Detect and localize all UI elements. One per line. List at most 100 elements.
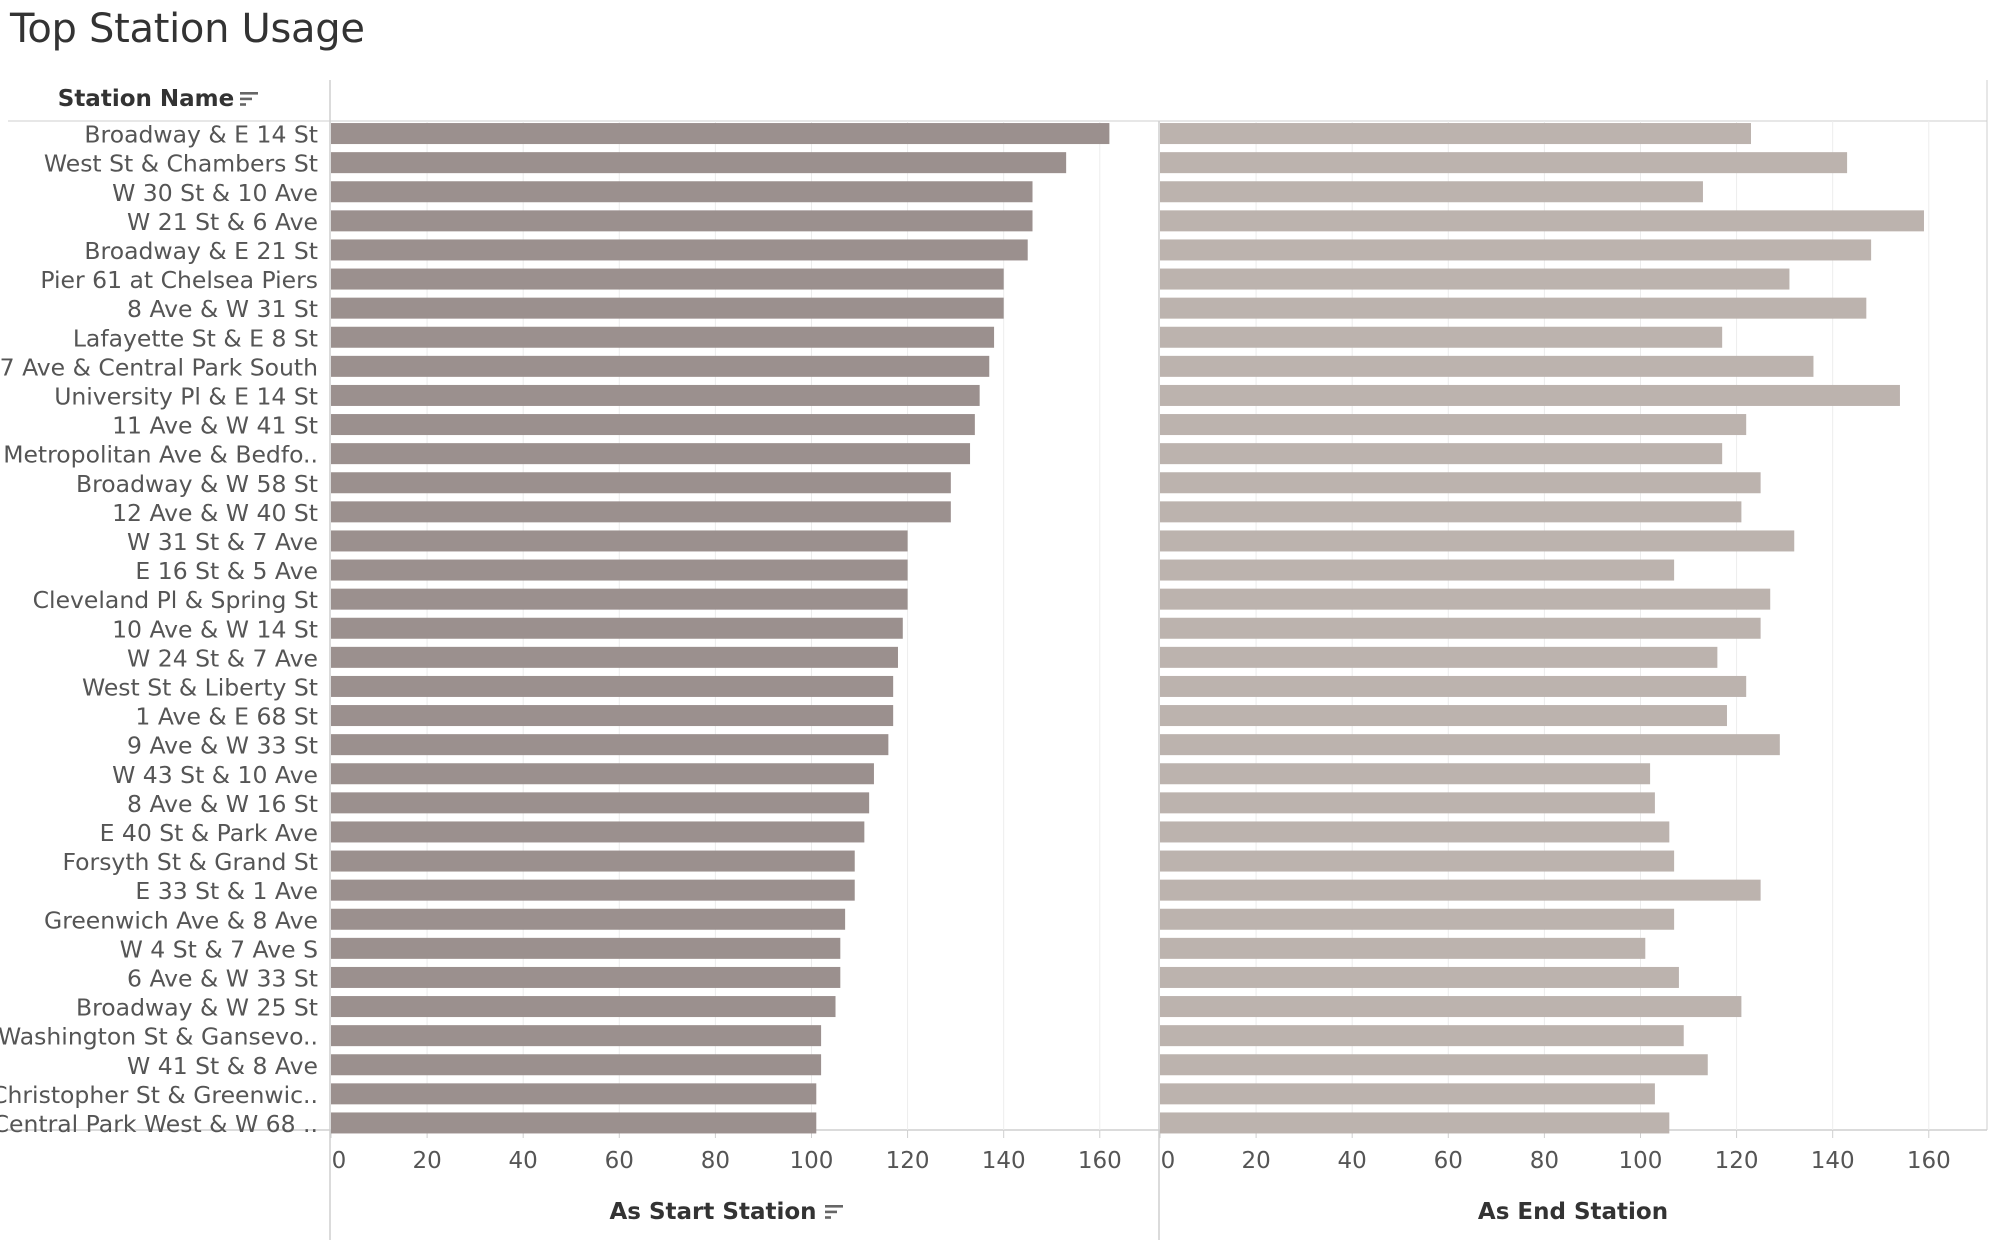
end-station-bar bbox=[1160, 937, 1646, 959]
station-name-label: 11 Ave & W 41 St bbox=[112, 412, 318, 440]
start-station-bar bbox=[331, 1025, 822, 1047]
x-tick-label: 0 bbox=[1161, 1148, 1176, 1174]
start-station-bar bbox=[331, 472, 951, 494]
start-station-bar bbox=[331, 326, 995, 348]
x-tick-label: 160 bbox=[1907, 1148, 1951, 1174]
end-station-bar bbox=[1160, 763, 1651, 785]
start-station-bar bbox=[331, 1083, 817, 1105]
start-station-bar bbox=[331, 414, 975, 436]
start-station-bar bbox=[331, 443, 971, 465]
end-station-bar bbox=[1160, 297, 1867, 319]
station-name-label: W 24 St & 7 Ave bbox=[127, 644, 318, 672]
row-header[interactable]: Station Name bbox=[0, 86, 318, 112]
station-name-label: Metropolitan Ave & Bedfo.. bbox=[3, 441, 318, 469]
start-station-bar bbox=[331, 355, 990, 377]
end-station-bar bbox=[1160, 355, 1814, 377]
end-station-bar bbox=[1160, 821, 1670, 843]
start-station-bar bbox=[331, 559, 908, 581]
station-name-label: Broadway & E 21 St bbox=[84, 237, 318, 265]
start-station-bar bbox=[331, 705, 894, 727]
x-tick-label: 140 bbox=[982, 1148, 1026, 1174]
station-name-label: West St & Chambers St bbox=[44, 150, 318, 178]
end-station-bar bbox=[1160, 472, 1761, 494]
end-station-bar bbox=[1160, 326, 1723, 348]
end-station-bar bbox=[1160, 443, 1723, 465]
station-name-label: West St & Liberty St bbox=[82, 673, 318, 701]
start-station-bar bbox=[331, 966, 841, 988]
station-name-label: Broadway & W 58 St bbox=[76, 470, 318, 498]
start-axis-title[interactable]: As Start Station bbox=[330, 1196, 1124, 1228]
end-station-bar bbox=[1160, 210, 1924, 232]
end-station-bar bbox=[1160, 966, 1679, 988]
end-station-bar bbox=[1160, 705, 1727, 727]
start-station-bar bbox=[331, 850, 855, 872]
x-tick-label: 0 bbox=[332, 1148, 347, 1174]
end-station-bar bbox=[1160, 1025, 1684, 1047]
station-name-label: Central Park West & W 68 .. bbox=[0, 1110, 318, 1138]
station-name-label: E 16 St & 5 Ave bbox=[135, 557, 318, 585]
end-station-bar bbox=[1160, 617, 1761, 639]
station-name-label: 7 Ave & Central Park South bbox=[0, 353, 318, 381]
end-axis-title-label: As End Station bbox=[1477, 1199, 1669, 1225]
end-station-bar bbox=[1160, 879, 1761, 901]
end-station-bar bbox=[1160, 123, 1751, 145]
station-name-label: 8 Ave & W 16 St bbox=[127, 790, 318, 818]
station-name-label: E 40 St & Park Ave bbox=[100, 819, 318, 847]
station-name-label: W 41 St & 8 Ave bbox=[127, 1052, 318, 1080]
end-station-bar bbox=[1160, 1054, 1708, 1076]
station-name-label: Pier 61 at Chelsea Piers bbox=[40, 266, 318, 294]
sort-icon[interactable] bbox=[823, 1203, 845, 1221]
x-tick-label: 60 bbox=[605, 1148, 634, 1174]
start-station-bar bbox=[331, 1054, 822, 1076]
station-name-label: Christopher St & Greenwic.. bbox=[0, 1081, 318, 1109]
end-station-bar bbox=[1160, 268, 1790, 290]
start-station-bar bbox=[331, 268, 1004, 290]
start-station-bar bbox=[331, 763, 874, 785]
start-station-bar bbox=[331, 734, 889, 756]
end-station-bar bbox=[1160, 559, 1675, 581]
end-station-bar bbox=[1160, 675, 1747, 697]
station-name-label: Broadway & E 14 St bbox=[84, 121, 318, 149]
x-tick-label: 100 bbox=[1619, 1148, 1663, 1174]
start-station-bar bbox=[331, 908, 846, 930]
end-station-bar bbox=[1160, 588, 1771, 610]
end-station-bar bbox=[1160, 850, 1675, 872]
page-title: Top Station Usage bbox=[10, 6, 365, 52]
end-station-bar bbox=[1160, 414, 1747, 436]
end-station-bar bbox=[1160, 530, 1795, 552]
start-station-bar bbox=[331, 384, 980, 406]
station-name-label: Broadway & W 25 St bbox=[76, 994, 318, 1022]
x-tick-label: 40 bbox=[1338, 1148, 1367, 1174]
station-name-label: University Pl & E 14 St bbox=[54, 382, 318, 410]
start-station-bar bbox=[331, 297, 1004, 319]
start-station-bar bbox=[331, 996, 836, 1018]
end-station-bar bbox=[1160, 1083, 1655, 1105]
start-station-bar bbox=[331, 675, 894, 697]
end-station-bar bbox=[1160, 792, 1655, 814]
start-station-bar bbox=[331, 181, 1033, 203]
start-station-bar bbox=[331, 792, 870, 814]
end-station-bar bbox=[1160, 996, 1742, 1018]
start-station-bar bbox=[331, 210, 1033, 232]
start-station-bar bbox=[331, 879, 855, 901]
station-name-label: Forsyth St & Grand St bbox=[62, 848, 318, 876]
end-station-bar bbox=[1160, 501, 1742, 523]
start-station-bar bbox=[331, 530, 908, 552]
x-tick-label: 120 bbox=[886, 1148, 930, 1174]
end-station-bar bbox=[1160, 646, 1718, 668]
station-name-label: 1 Ave & E 68 St bbox=[135, 703, 318, 731]
end-station-bar bbox=[1160, 152, 1848, 174]
x-tick-label: 140 bbox=[1811, 1148, 1855, 1174]
station-name-label: W 21 St & 6 Ave bbox=[127, 208, 318, 236]
start-station-bar bbox=[331, 501, 951, 523]
x-tick-label: 40 bbox=[509, 1148, 538, 1174]
row-header-label: Station Name bbox=[57, 86, 235, 112]
x-tick-label: 160 bbox=[1078, 1148, 1122, 1174]
end-station-bar bbox=[1160, 734, 1780, 756]
station-name-label: E 33 St & 1 Ave bbox=[135, 877, 318, 905]
station-name-label: 12 Ave & W 40 St bbox=[112, 499, 318, 527]
start-axis-title-label: As Start Station bbox=[609, 1199, 817, 1225]
end-axis-title: As End Station bbox=[1159, 1196, 1987, 1228]
sort-icon[interactable] bbox=[238, 90, 260, 108]
